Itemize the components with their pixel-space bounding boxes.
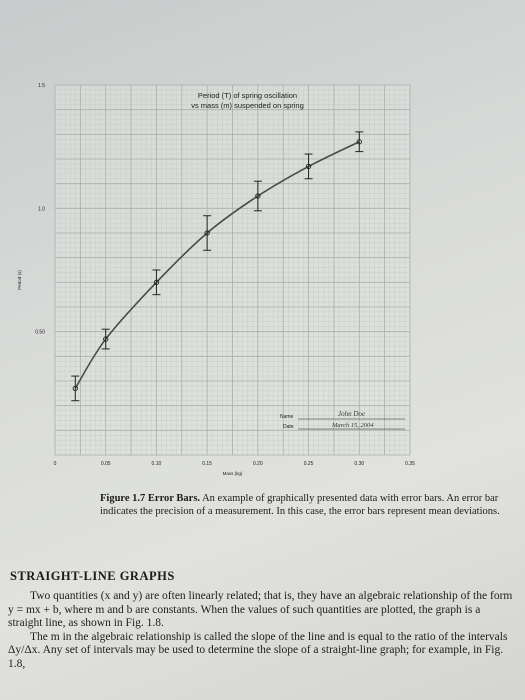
- x-tick-label: 0.10: [152, 461, 162, 467]
- x-tick-label: 0.20: [253, 461, 263, 467]
- data-point: [204, 230, 210, 236]
- paragraph-1: Two quantities (x and y) are often linea…: [8, 590, 513, 629]
- x-axis-label: Mass (kg): [223, 471, 243, 476]
- y-tick-label: 1.0: [38, 206, 45, 212]
- chart-title: Period (T) of spring oscillation: [198, 91, 297, 100]
- x-tick-label: 0.25: [304, 461, 314, 467]
- name-value: John Doe: [338, 410, 365, 418]
- name-label: Name: [280, 414, 294, 420]
- y-axis-label: Period (s): [17, 270, 22, 290]
- chart-subtitle: vs mass (m) suspended on spring: [191, 101, 304, 110]
- figure-caption: Figure 1.7 Error Bars. An example of gra…: [100, 492, 505, 518]
- data-point: [305, 163, 312, 170]
- paragraph-2: The m in the algebraic relationship is c…: [8, 630, 508, 670]
- x-tick-label: 0.30: [354, 461, 364, 467]
- x-tick-label: 0: [54, 461, 57, 467]
- data-point: [255, 193, 261, 199]
- caption-label: Figure 1.7 Error Bars.: [100, 493, 201, 504]
- data-point: [72, 385, 78, 392]
- section-body: Two quantities (x and y) are often linea…: [8, 590, 516, 671]
- x-tick-label: 0.35: [405, 461, 415, 467]
- data-point: [356, 139, 362, 145]
- data-point: [153, 279, 160, 285]
- data-point: [103, 336, 109, 342]
- y-tick-label: 0.50: [35, 330, 45, 336]
- section-heading: STRAIGHT-LINE GRAPHS: [10, 569, 175, 583]
- date-value: March 15, 2004: [331, 422, 374, 429]
- x-tick-label: 0.15: [202, 461, 212, 467]
- y-tick-label: 1.5: [38, 83, 45, 89]
- date-label: Date: [283, 424, 294, 430]
- caption-text: An example of graphically presented data…: [100, 493, 500, 517]
- x-tick-label: 0.05: [101, 461, 111, 467]
